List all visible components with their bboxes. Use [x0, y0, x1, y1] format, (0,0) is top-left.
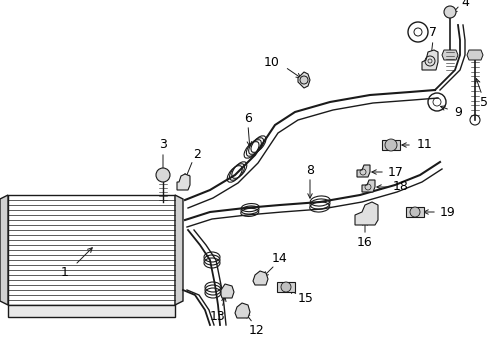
Circle shape [281, 282, 291, 292]
Text: 5: 5 [480, 95, 488, 108]
Text: 13: 13 [210, 310, 226, 323]
Polygon shape [382, 140, 400, 150]
Polygon shape [406, 207, 424, 217]
Polygon shape [355, 202, 378, 225]
Polygon shape [357, 165, 370, 177]
Text: 17: 17 [388, 166, 404, 179]
Text: 4: 4 [461, 0, 469, 9]
Polygon shape [235, 303, 250, 318]
Text: 10: 10 [264, 55, 280, 68]
Polygon shape [277, 282, 295, 292]
Polygon shape [221, 284, 234, 298]
Text: 14: 14 [272, 252, 288, 265]
Polygon shape [0, 195, 8, 305]
Text: 8: 8 [306, 163, 314, 176]
Circle shape [300, 76, 308, 84]
Text: 2: 2 [193, 148, 201, 162]
Polygon shape [467, 50, 483, 60]
Circle shape [444, 6, 456, 18]
Polygon shape [362, 180, 375, 192]
Text: 6: 6 [244, 112, 252, 125]
Polygon shape [175, 195, 183, 305]
Text: 19: 19 [440, 206, 456, 219]
Polygon shape [442, 50, 458, 60]
Polygon shape [422, 50, 438, 70]
Text: 18: 18 [393, 180, 409, 194]
Text: 7: 7 [429, 26, 437, 39]
Polygon shape [8, 195, 175, 305]
Text: 9: 9 [454, 105, 462, 118]
Polygon shape [8, 305, 175, 317]
Text: 11: 11 [417, 139, 433, 152]
Text: 12: 12 [249, 324, 265, 337]
Text: 16: 16 [357, 235, 373, 248]
Polygon shape [177, 174, 190, 190]
Polygon shape [253, 271, 268, 285]
Text: 15: 15 [298, 292, 314, 306]
Text: 1: 1 [61, 266, 69, 279]
Polygon shape [298, 72, 310, 88]
Text: 3: 3 [159, 139, 167, 152]
Circle shape [385, 139, 397, 151]
Circle shape [156, 168, 170, 182]
Circle shape [410, 207, 420, 217]
